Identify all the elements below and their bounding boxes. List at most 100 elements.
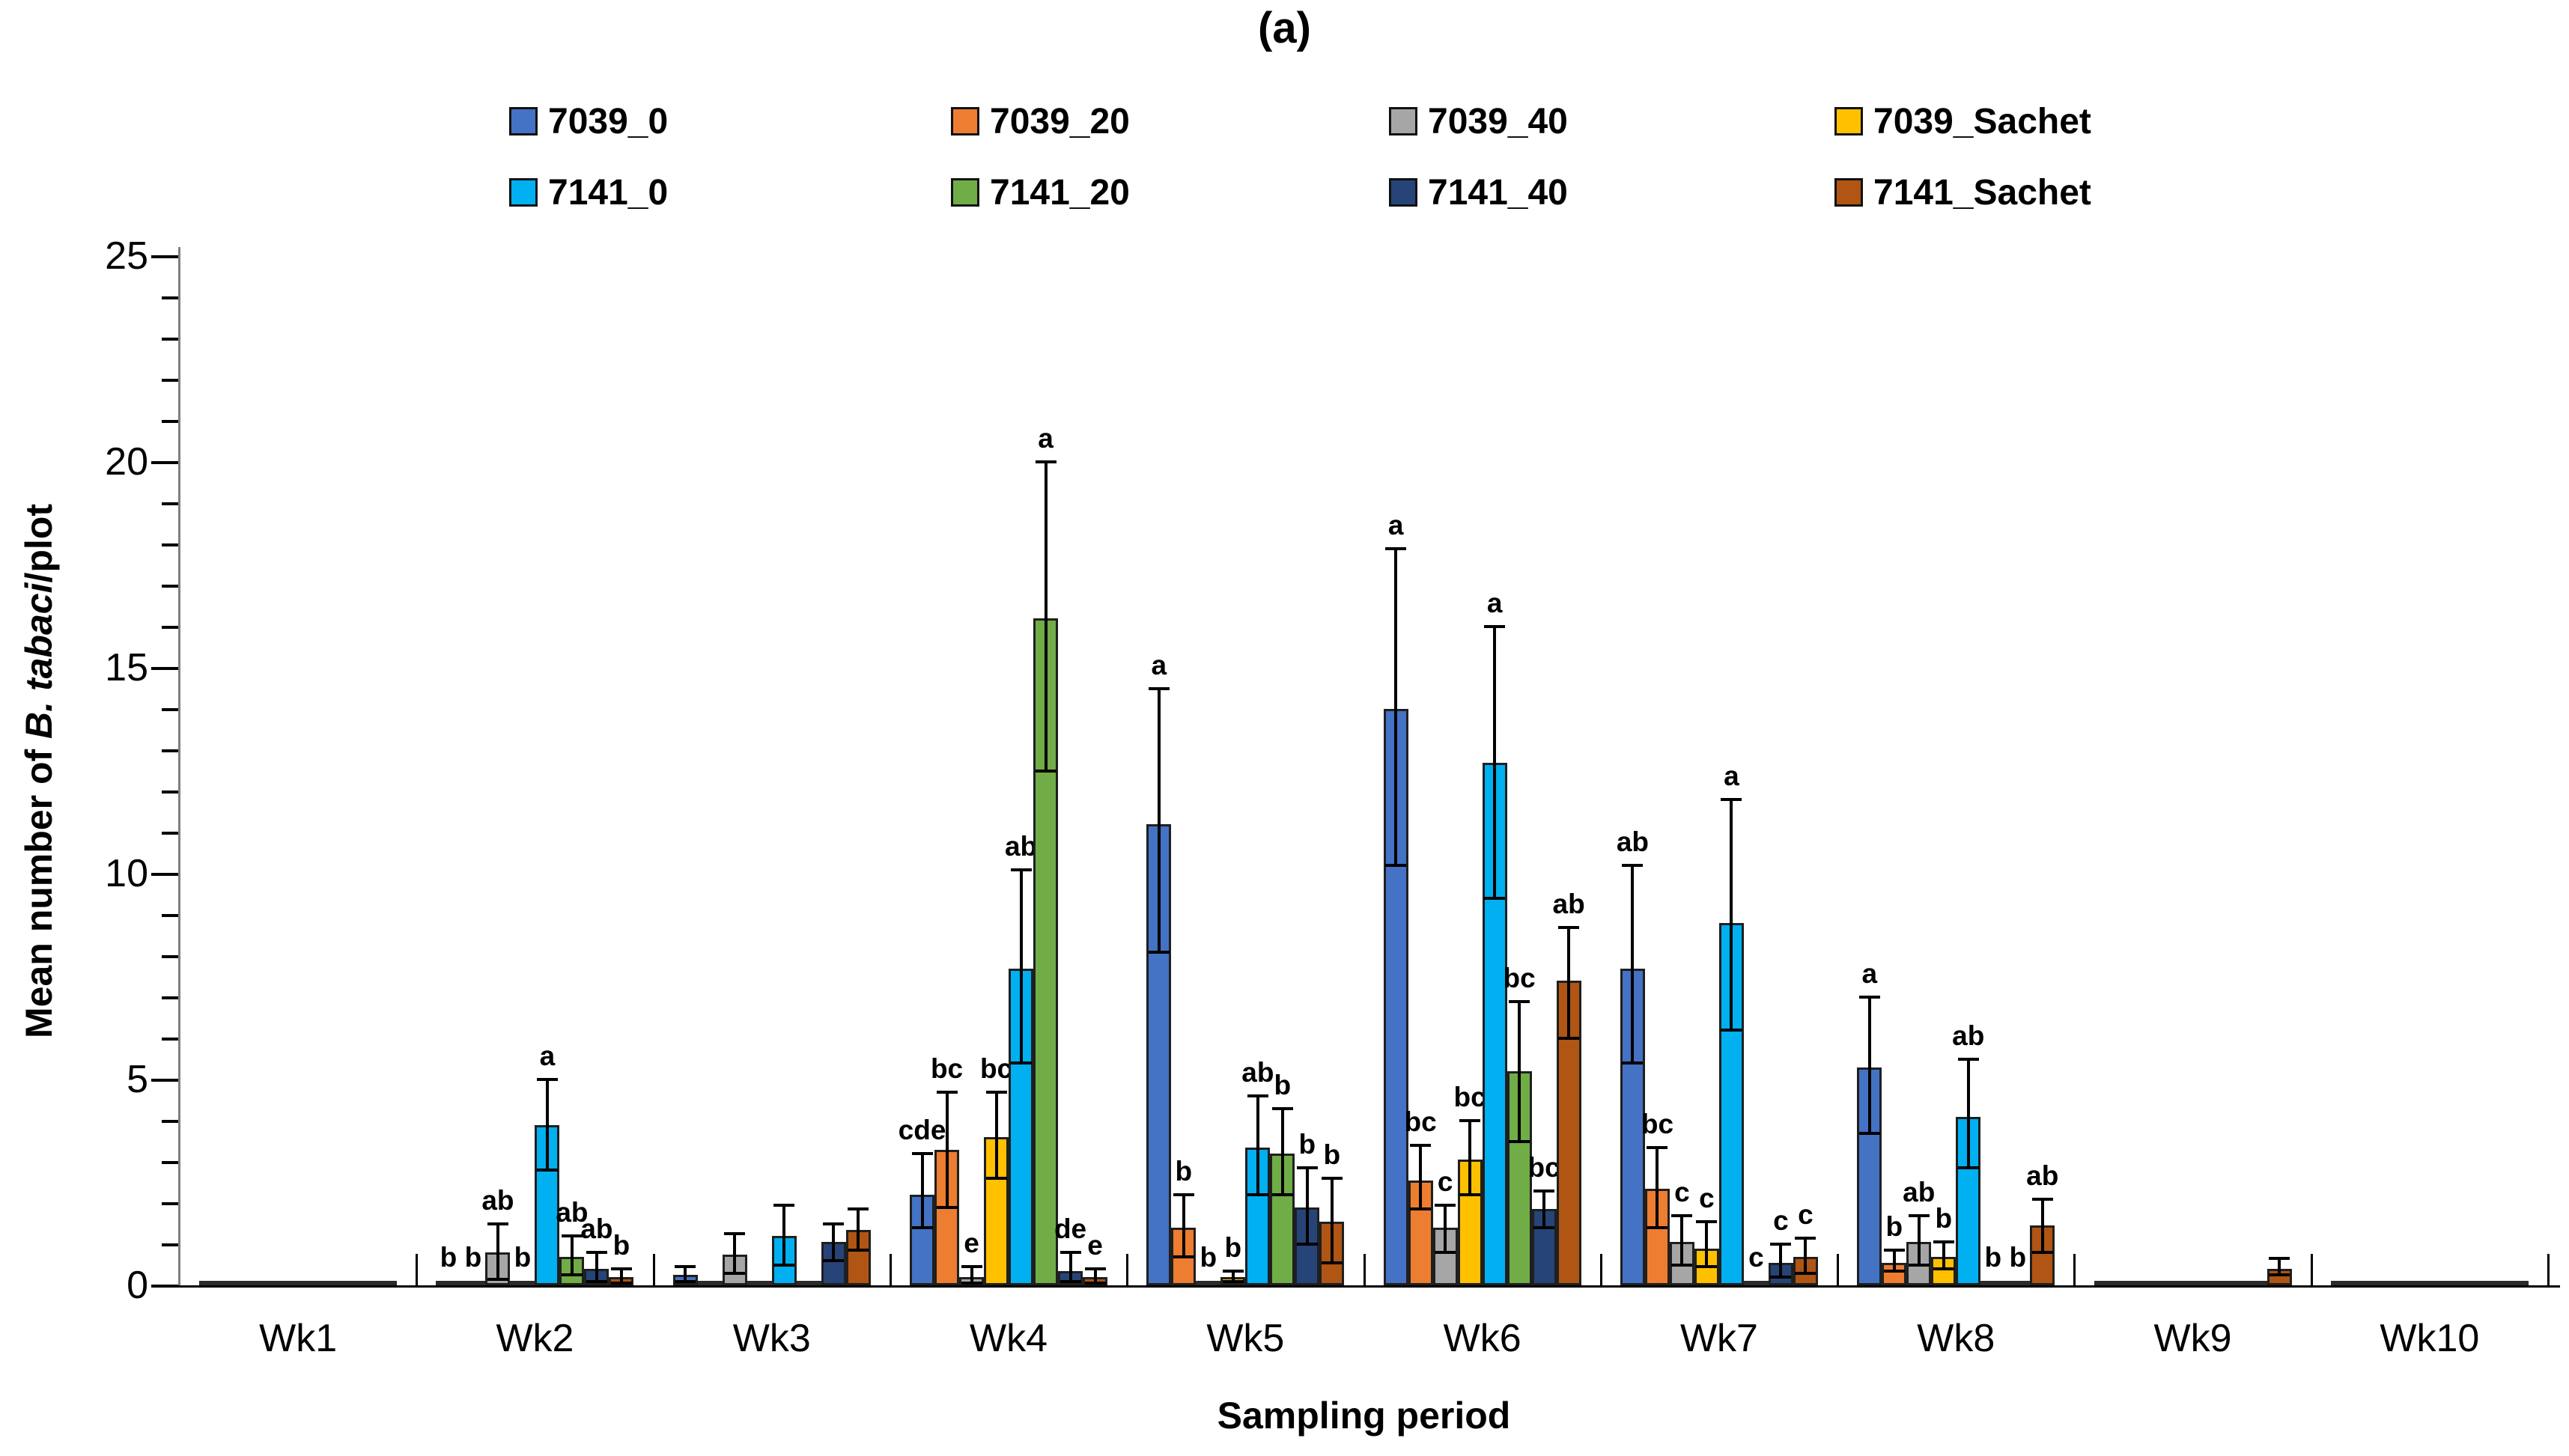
error-bar-cap-top — [848, 1207, 869, 1211]
legend-swatch-icon — [1834, 178, 1863, 207]
error-bar-line — [1730, 799, 1733, 1030]
y-major-tick — [151, 461, 178, 464]
error-bar-line — [619, 1269, 623, 1284]
legend-swatch-icon — [509, 107, 538, 135]
error-bar-line — [684, 1267, 687, 1282]
error-bar-line — [1231, 1270, 1235, 1282]
significance-letter: bc — [1503, 962, 1536, 993]
error-bar-line — [545, 1079, 549, 1170]
bar — [1980, 1281, 2006, 1285]
error-bar-cap-bottom — [1908, 1263, 1930, 1267]
category-boundary-tick — [1599, 1254, 1602, 1285]
significance-letter: ab — [1004, 830, 1038, 862]
significance-letter: c — [1437, 1166, 1453, 1197]
error-bar-cap-bottom — [1484, 897, 1506, 900]
bar — [2192, 1281, 2218, 1285]
legend-label: 7141_0 — [548, 172, 669, 213]
error-bar-cap-bottom — [773, 1263, 795, 1267]
legend-label: 7141_Sachet — [1873, 172, 2091, 213]
error-bar-cap-top — [823, 1222, 845, 1225]
legend-swatch-icon — [1389, 178, 1417, 207]
significance-letter: b — [1298, 1129, 1316, 1160]
error-bar-cap-bottom — [2031, 1251, 2053, 1254]
bar — [2217, 1281, 2243, 1285]
error-bar-cap-top — [610, 1267, 632, 1270]
y-major-tick — [151, 667, 178, 670]
significance-letter: cde — [898, 1115, 946, 1145]
error-bar-cap-top — [1385, 546, 1407, 550]
y-minor-tick — [162, 1120, 178, 1123]
error-bar-cap-bottom — [1883, 1269, 1905, 1273]
category-boundary-tick — [889, 1254, 892, 1285]
error-bar-line — [496, 1223, 499, 1279]
error-bar-line — [1468, 1121, 1472, 1195]
error-bar-cap-top — [1296, 1166, 1318, 1170]
error-bar-line — [1966, 1059, 1970, 1169]
error-bar-cap-top — [1622, 864, 1644, 867]
error-bar-cap-bottom — [1671, 1263, 1693, 1267]
bar — [199, 1281, 225, 1285]
error-bar-cap-bottom — [1622, 1061, 1644, 1064]
error-bar-line — [1068, 1252, 1072, 1282]
error-bar-line — [1093, 1269, 1097, 1284]
significance-letter: b — [1274, 1069, 1292, 1100]
error-bar-cap-top — [1647, 1145, 1668, 1149]
error-bar-line — [1182, 1195, 1185, 1257]
y-minor-tick — [162, 585, 178, 588]
legend-swatch-icon — [1389, 107, 1417, 135]
legend-swatch-icon — [951, 178, 979, 207]
y-minor-tick — [162, 749, 178, 752]
x-category-label: Wk3 — [732, 1317, 811, 1360]
significance-letter: c — [1674, 1176, 1690, 1207]
y-tick-label: 20 — [105, 440, 148, 484]
error-bar-line — [595, 1252, 598, 1282]
x-category-label: Wk2 — [496, 1317, 574, 1360]
significance-letter: a — [1486, 588, 1503, 618]
x-category-label: Wk1 — [259, 1317, 338, 1360]
bar — [224, 1281, 249, 1285]
error-bar-line — [1656, 1147, 1659, 1228]
category-boundary-tick — [2310, 1254, 2313, 1285]
y-axis-title-species: B. tabaci — [18, 582, 60, 739]
error-bar-cap-bottom — [1558, 1037, 1580, 1040]
significance-letter: a — [1151, 649, 1167, 680]
bar — [249, 1281, 274, 1285]
bar — [2478, 1281, 2504, 1285]
bar — [2355, 1281, 2380, 1285]
y-minor-tick — [162, 379, 178, 382]
y-minor-tick — [162, 1161, 178, 1164]
bar — [1196, 1281, 1221, 1285]
bar — [323, 1281, 348, 1285]
significance-letter: b — [1224, 1231, 1242, 1263]
bar — [747, 1281, 772, 1285]
legend-item: 7039_20 — [951, 102, 1130, 141]
significance-letter: bc — [1453, 1082, 1486, 1112]
error-bar-line — [920, 1154, 924, 1228]
y-tick-label: 10 — [105, 852, 148, 895]
error-bar-line — [1892, 1250, 1896, 1271]
y-tick-label: 0 — [127, 1264, 148, 1307]
error-bar-cap-top — [1084, 1267, 1106, 1270]
chart-title: (a) — [1258, 4, 1311, 52]
significance-letter: b — [1984, 1242, 2002, 1273]
category-boundary-tick — [416, 1254, 419, 1285]
error-bar-cap-top — [1721, 798, 1742, 801]
legend-swatch-icon — [951, 107, 979, 135]
bar — [2094, 1281, 2119, 1285]
error-bar-cap-bottom — [1795, 1271, 1816, 1275]
legend-swatch-icon — [1834, 107, 1863, 135]
bar — [2118, 1281, 2144, 1285]
significance-letter: b — [612, 1230, 630, 1261]
y-minor-tick — [162, 955, 178, 958]
error-bar-cap-top — [1957, 1057, 1979, 1061]
error-bar-cap-bottom — [1321, 1261, 1343, 1264]
error-bar-cap-top — [1908, 1213, 1930, 1217]
error-bar-cap-top — [1035, 460, 1057, 463]
error-bar-line — [1330, 1178, 1334, 1263]
bar — [2503, 1281, 2529, 1285]
error-bar-cap-bottom — [1957, 1166, 1979, 1170]
bar — [436, 1281, 461, 1285]
significance-letter: b — [1175, 1156, 1193, 1187]
error-bar-cap-top — [1795, 1236, 1816, 1240]
